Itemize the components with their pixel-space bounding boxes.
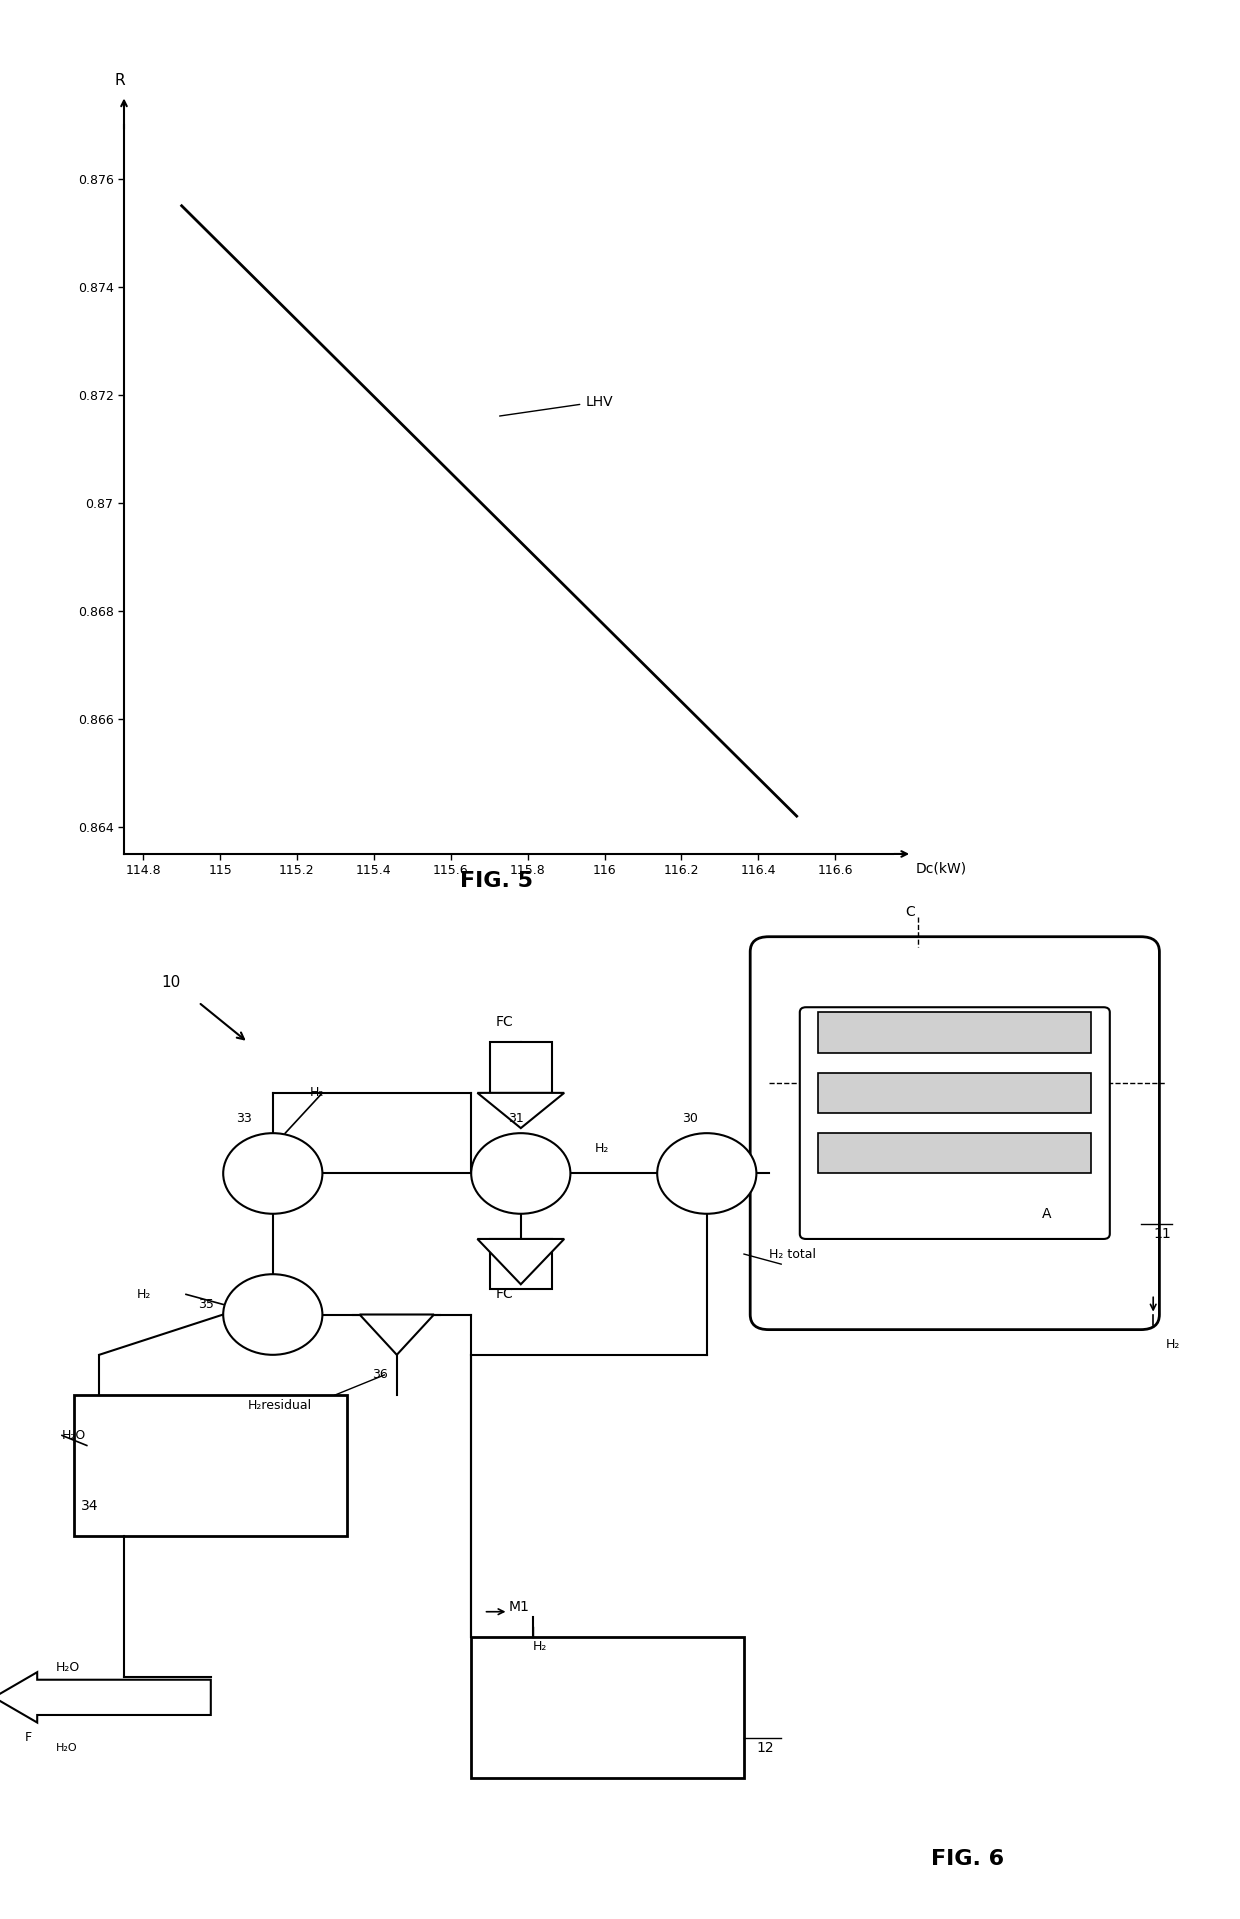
Text: F: F bbox=[25, 1731, 32, 1744]
Text: 10: 10 bbox=[161, 975, 181, 990]
Circle shape bbox=[471, 1132, 570, 1213]
Text: H₂: H₂ bbox=[310, 1086, 325, 1100]
Text: 35: 35 bbox=[198, 1297, 215, 1311]
Text: 11: 11 bbox=[1153, 1226, 1171, 1242]
Text: 30: 30 bbox=[682, 1111, 698, 1125]
Text: FC: FC bbox=[496, 1288, 513, 1301]
Text: H₂: H₂ bbox=[595, 1142, 610, 1155]
Text: H₂: H₂ bbox=[533, 1641, 548, 1654]
Bar bbox=[74, 1395, 347, 1535]
Text: 33: 33 bbox=[236, 1111, 252, 1125]
FancyBboxPatch shape bbox=[750, 936, 1159, 1330]
Circle shape bbox=[657, 1132, 756, 1213]
Text: FC: FC bbox=[496, 1015, 513, 1029]
Text: 36: 36 bbox=[372, 1368, 388, 1382]
Polygon shape bbox=[477, 1092, 564, 1128]
Text: FIG. 5: FIG. 5 bbox=[460, 871, 532, 890]
Text: H₂O: H₂O bbox=[56, 1660, 81, 1673]
Circle shape bbox=[223, 1274, 322, 1355]
Text: Dc(kW): Dc(kW) bbox=[916, 862, 967, 875]
Bar bbox=[818, 1073, 1091, 1113]
Circle shape bbox=[223, 1132, 322, 1213]
Text: 31: 31 bbox=[508, 1111, 525, 1125]
Text: LHV: LHV bbox=[500, 395, 613, 416]
Text: H₂ total: H₂ total bbox=[769, 1247, 816, 1261]
Text: H₂residual: H₂residual bbox=[248, 1399, 312, 1412]
Bar bbox=[490, 1240, 552, 1290]
Text: M1: M1 bbox=[508, 1600, 529, 1614]
Text: H₂: H₂ bbox=[136, 1288, 151, 1301]
Text: A: A bbox=[1042, 1207, 1052, 1220]
Polygon shape bbox=[477, 1240, 564, 1284]
Bar bbox=[818, 1013, 1091, 1052]
Bar bbox=[471, 1637, 744, 1777]
Text: H₂O: H₂O bbox=[56, 1742, 77, 1752]
Text: H₂: H₂ bbox=[1166, 1338, 1180, 1351]
Bar bbox=[490, 1042, 552, 1092]
Bar bbox=[818, 1132, 1091, 1173]
FancyBboxPatch shape bbox=[800, 1007, 1110, 1240]
Text: FIG. 6: FIG. 6 bbox=[931, 1848, 1003, 1869]
Text: 12: 12 bbox=[756, 1741, 774, 1754]
FancyArrow shape bbox=[0, 1671, 211, 1723]
Polygon shape bbox=[360, 1315, 434, 1355]
Text: C: C bbox=[905, 904, 915, 919]
Text: R: R bbox=[115, 73, 125, 88]
Text: H₂O: H₂O bbox=[62, 1430, 87, 1441]
Text: 34: 34 bbox=[81, 1499, 98, 1512]
